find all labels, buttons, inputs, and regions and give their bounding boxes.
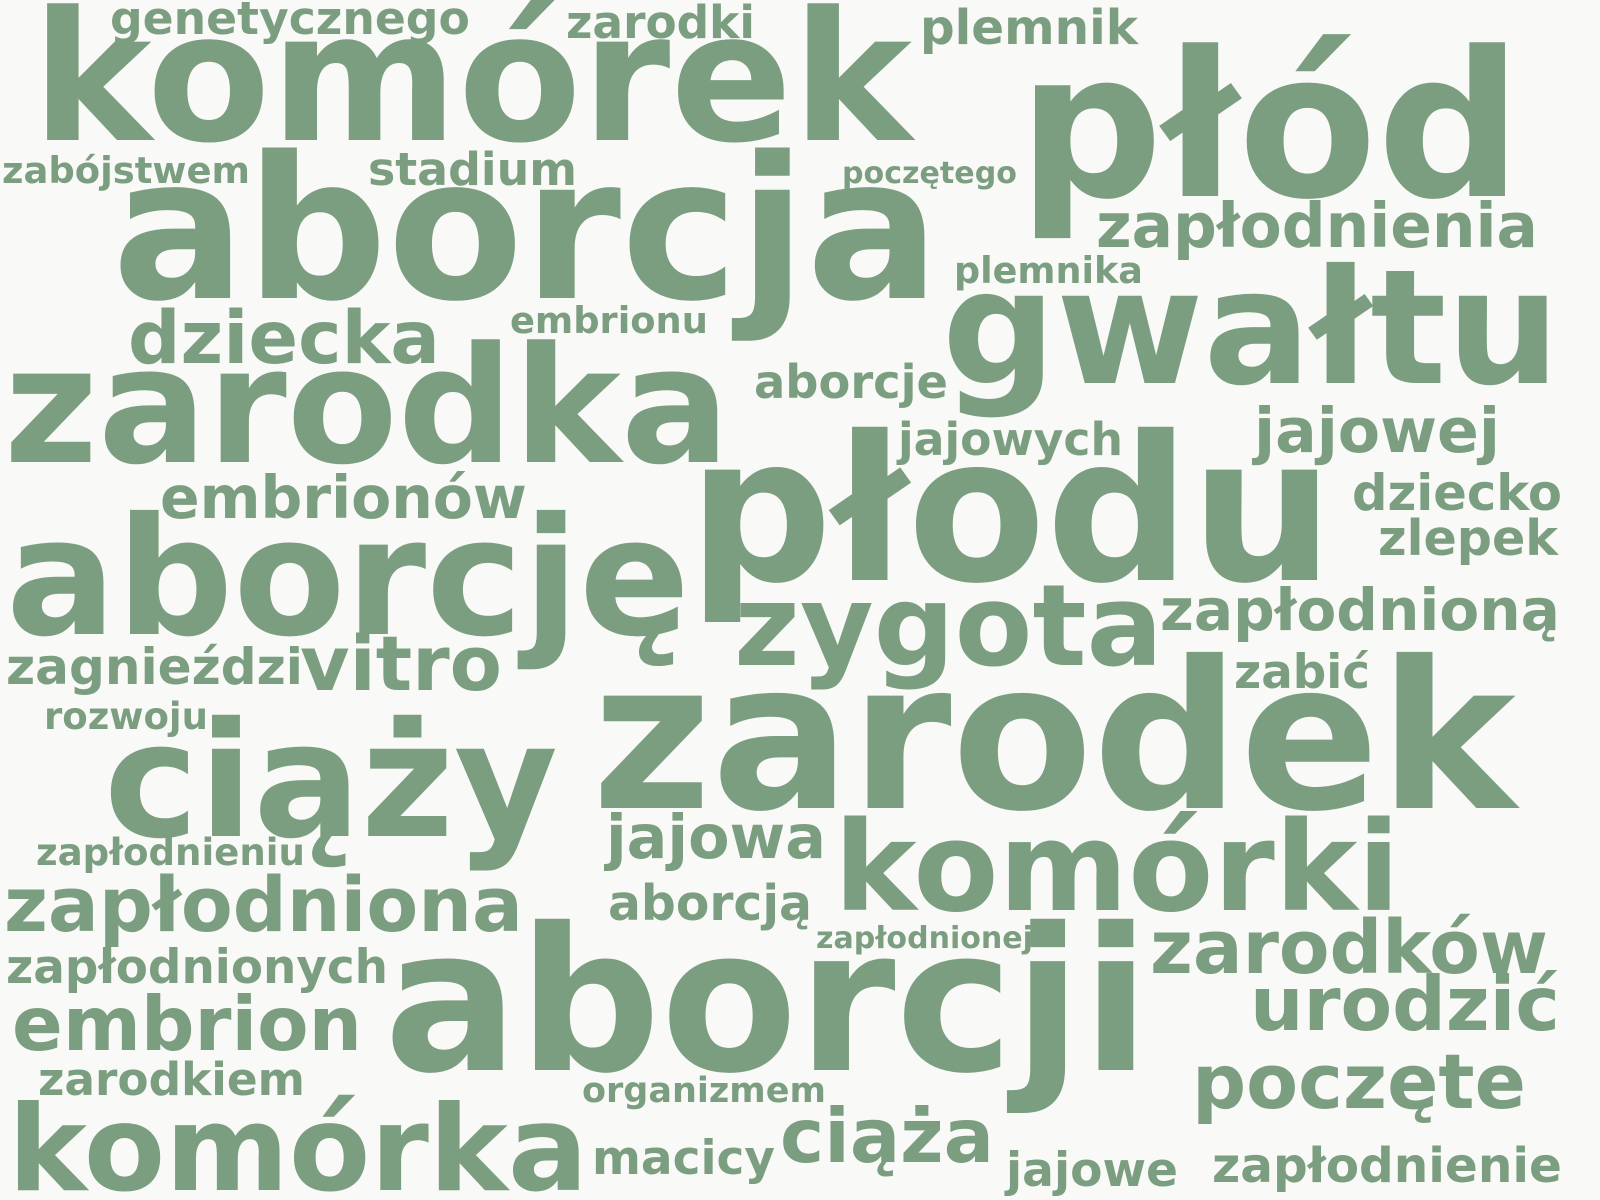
word-jajowe: jajowe xyxy=(1006,1143,1178,1198)
word-zlepek: zlepek xyxy=(1378,509,1558,567)
word-rozwoju: rozwoju xyxy=(44,695,208,738)
word-zarodki: zarodki xyxy=(566,0,755,49)
word-zarodkiem: zarodkiem xyxy=(38,1053,305,1106)
word-stadium: stadium xyxy=(368,142,578,196)
word-zygota: zygota xyxy=(734,560,1163,692)
word-zaplodniona-accusative: zapłodnioną xyxy=(1160,576,1560,644)
word-zaplodnionej: zapłodnionej xyxy=(816,921,1033,956)
word-komorek: komórek xyxy=(32,0,913,183)
word-zagniezdzi: zagnieździ xyxy=(6,637,303,696)
word-ciaza: ciąża xyxy=(780,1093,994,1180)
word-gwaltu: gwałtu xyxy=(942,235,1560,421)
word-plod: płód xyxy=(1018,8,1522,244)
word-plemnik: plemnik xyxy=(920,0,1138,56)
word-jajowych: jajowych xyxy=(898,413,1123,466)
word-embrionow: embrionów xyxy=(160,464,527,532)
word-aborcje: aborcje xyxy=(754,355,948,409)
word-aborcji: aborcji xyxy=(384,885,1150,1117)
word-dziecka: dziecka xyxy=(128,296,440,381)
word-zaplodnienia: zapłodnienia xyxy=(1096,191,1538,262)
word-dziecko: dziecko xyxy=(1352,464,1562,522)
word-plodu: płodu xyxy=(688,393,1334,628)
word-aborcja-instrumental: aborcją xyxy=(608,875,812,932)
word-embrionu: embrionu xyxy=(510,299,708,342)
word-embrion: embrion xyxy=(12,980,362,1068)
word-vitro: vitro xyxy=(300,619,502,708)
word-zaplodnionych: zapłodnionych xyxy=(6,941,388,995)
word-zaplodniona: zapłodniona xyxy=(4,861,523,949)
word-zarodkow: zarodków xyxy=(1150,906,1548,991)
word-jajowa: jajowa xyxy=(606,803,826,873)
word-zarodek: zarodek xyxy=(592,618,1516,857)
word-aborcja: aborcja xyxy=(112,114,940,345)
word-komorka: komórka xyxy=(8,1080,588,1200)
word-zaplodnieniu: zapłodnieniu xyxy=(36,831,305,874)
word-ciazy: ciąży xyxy=(104,688,558,874)
word-poczete: poczęte xyxy=(1192,1038,1526,1126)
word-zarodka: zarodka xyxy=(4,313,730,501)
word-komorki: komórki xyxy=(834,796,1400,940)
word-urodzic: urodzić xyxy=(1250,960,1560,1048)
word-genetycznego: genetycznego xyxy=(110,0,470,45)
word-organizmem: organizmem xyxy=(582,1071,826,1111)
word-plemnika: plemnika xyxy=(954,249,1143,292)
word-zabic: zabić xyxy=(1234,646,1370,700)
word-zabojstwem: zabójstwem xyxy=(2,149,250,192)
word-zaplodnienie: zapłodnienie xyxy=(1212,1138,1562,1194)
word-jajowej: jajowej xyxy=(1254,395,1500,467)
word-macicy: macicy xyxy=(592,1131,775,1186)
word-poczetego: poczętego xyxy=(842,156,1017,191)
word-aborcje-accusative: aborcję xyxy=(6,482,690,673)
